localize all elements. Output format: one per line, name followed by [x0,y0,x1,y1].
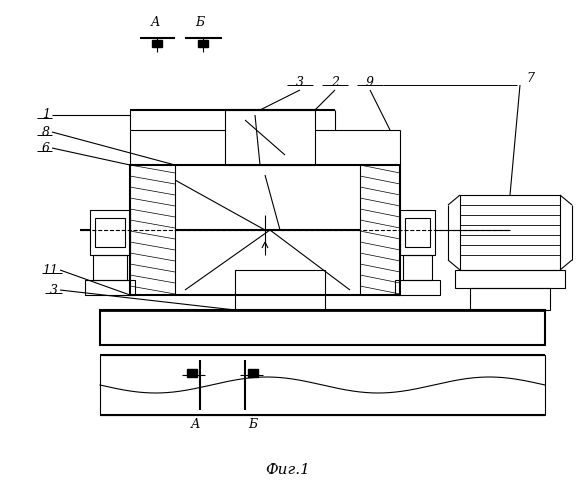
Bar [187,369,197,377]
Bar [130,165,400,295]
Bar [100,310,545,345]
Text: А: А [190,418,200,432]
Bar [93,255,127,280]
Text: 2: 2 [331,76,339,88]
Bar [470,288,550,310]
Text: 7: 7 [526,72,534,85]
Bar [95,218,125,247]
Bar [460,195,560,270]
Bar [455,270,565,288]
Text: 11: 11 [42,264,58,276]
Bar [100,355,545,415]
Bar [90,210,130,255]
Text: А: А [150,16,160,28]
Text: Фиг.1: Фиг.1 [265,463,310,477]
Text: 6: 6 [42,142,50,154]
Text: 1: 1 [42,108,50,122]
Bar [198,40,208,47]
Bar [405,218,430,247]
Text: 3: 3 [50,284,58,296]
Bar [400,210,435,255]
Text: 8: 8 [42,126,50,138]
Text: Б: Б [249,418,257,432]
Text: 9: 9 [366,76,374,88]
Bar [403,255,432,280]
Text: Б: Б [196,16,205,28]
Bar [85,280,135,295]
Bar [395,280,440,295]
Text: 3: 3 [296,76,304,88]
Bar [152,40,162,47]
Bar [235,270,325,310]
Bar [248,369,258,377]
